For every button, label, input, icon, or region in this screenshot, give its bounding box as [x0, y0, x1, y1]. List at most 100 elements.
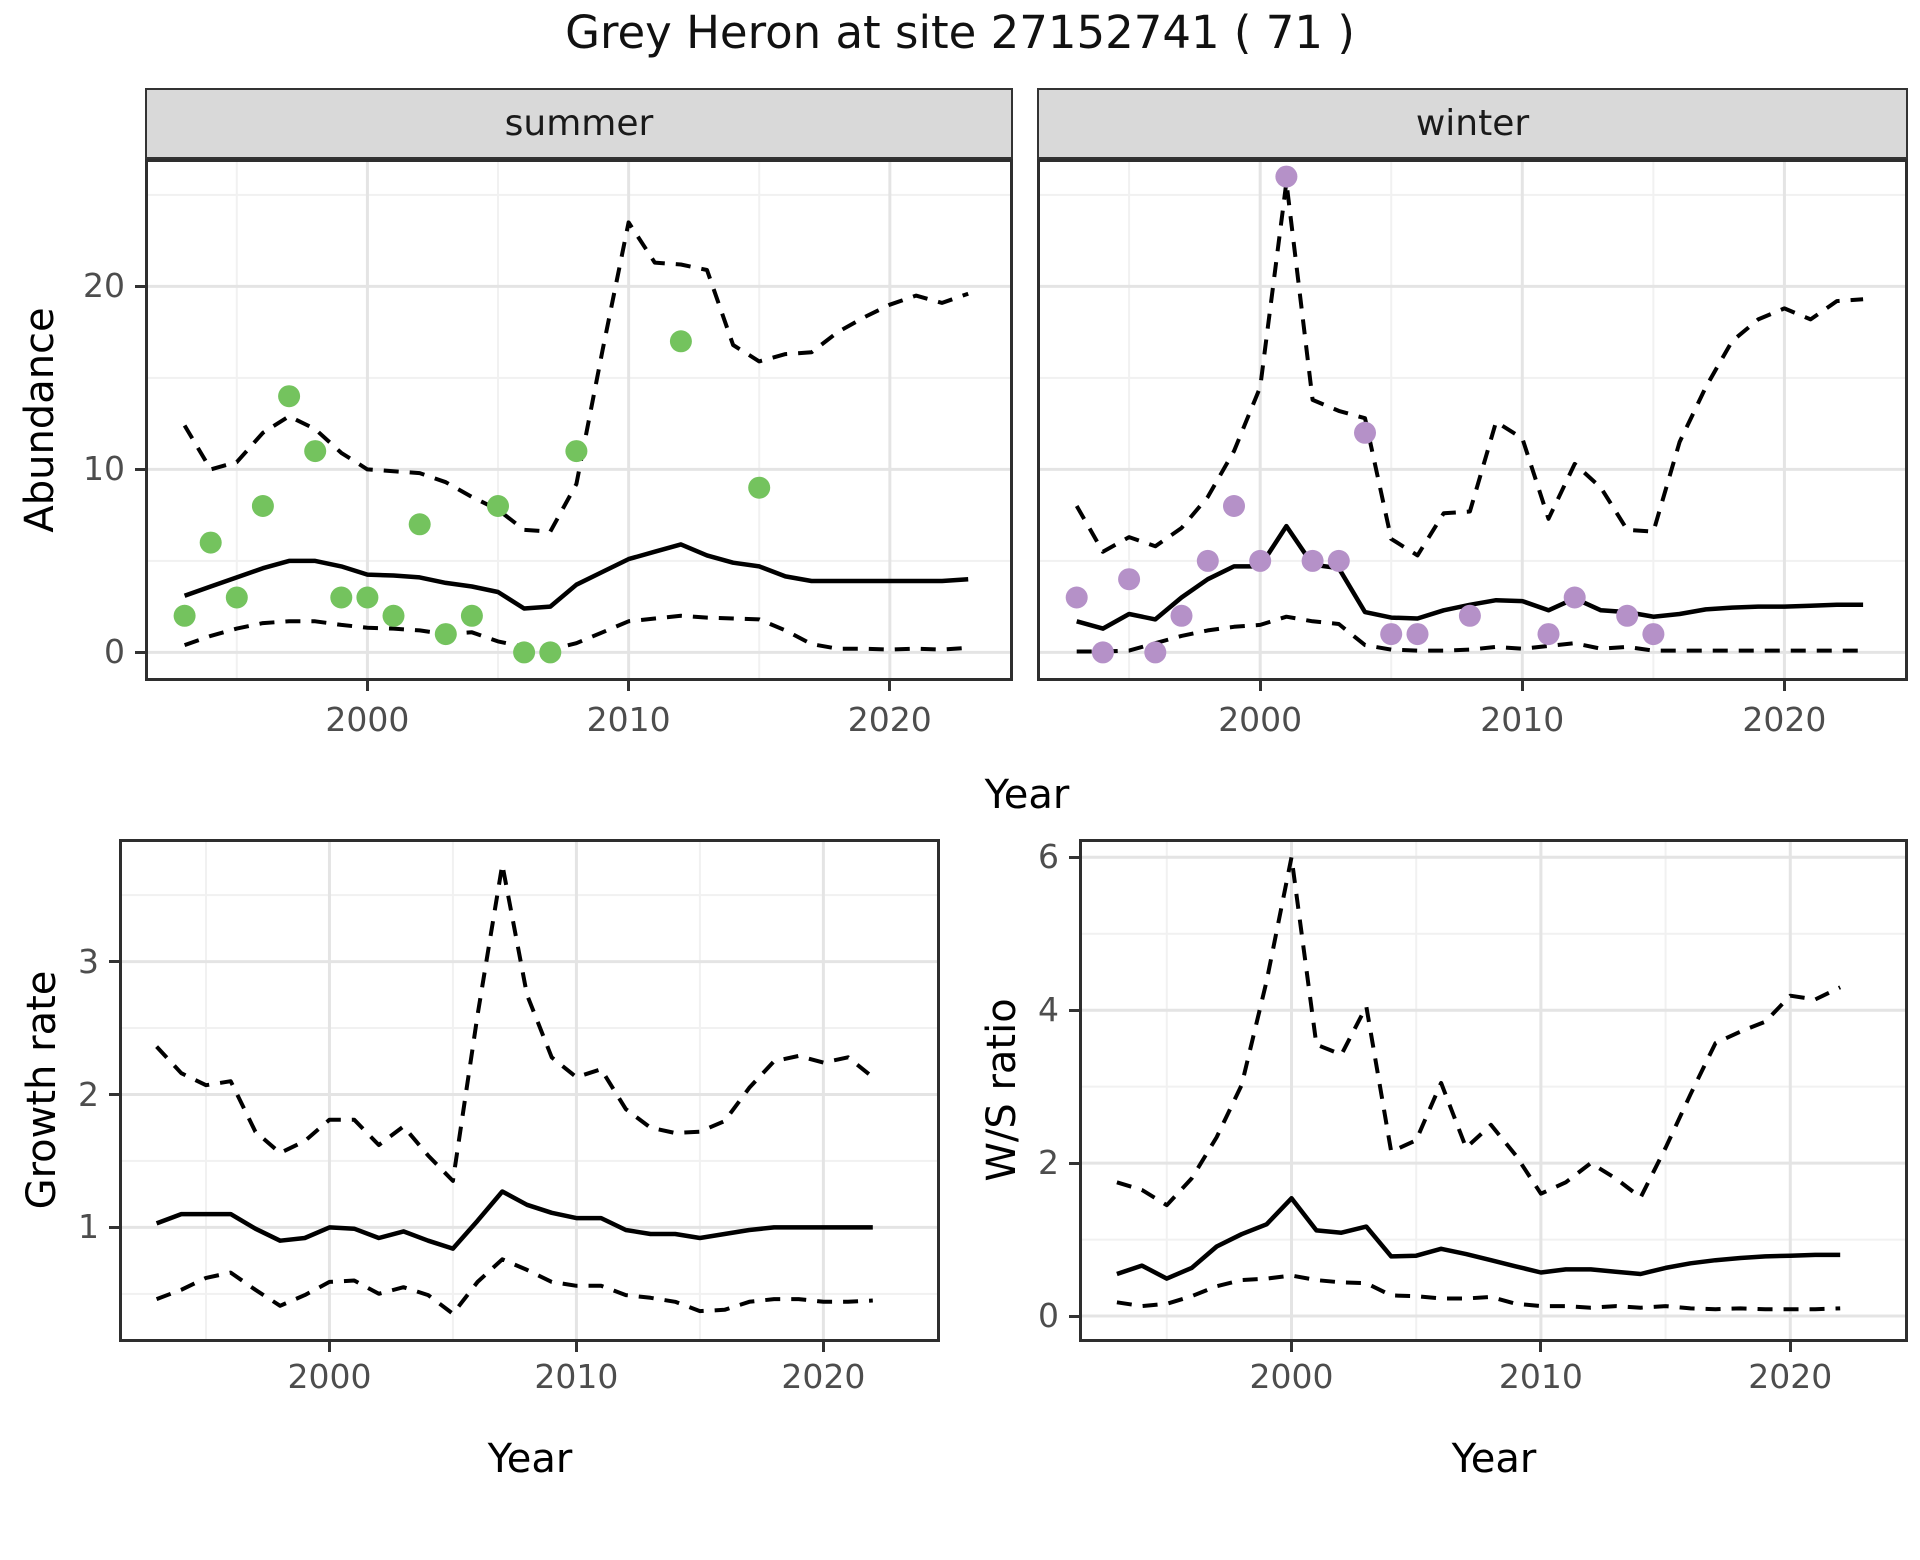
abundance-summer-data-point [565, 440, 588, 463]
abundance-winter-data-point [1301, 549, 1324, 572]
abundance-summer-data-point [513, 641, 536, 664]
abundance-summer-data-point [382, 604, 405, 627]
y-tick [135, 284, 145, 288]
x-tick-label: 2000 [287, 1357, 372, 1396]
abundance-summer-median-line [183, 542, 969, 611]
ws-ratio-upper-ci-line [1116, 855, 1842, 1208]
abundance-summer-data-point [487, 495, 509, 517]
x-tick-label: 2020 [1742, 700, 1827, 739]
abundance-winter-data-point [1275, 165, 1298, 188]
y-tick-label: 2 [78, 1074, 99, 1114]
x-tick-label: 2020 [847, 700, 932, 739]
abundance-summer-data-point [356, 586, 379, 609]
y-tick-label: 6 [1038, 837, 1059, 877]
abundance-winter-data-point [1327, 549, 1350, 572]
ws-ratio-lower-ci-line [1116, 1273, 1841, 1312]
abundance-winter-data-point [1616, 604, 1639, 627]
y-tick [109, 1225, 119, 1229]
y-tick [1069, 855, 1079, 859]
panel-ws-ratio [1079, 839, 1908, 1342]
x-tick [328, 1342, 331, 1352]
y-tick [109, 1093, 119, 1096]
growth-rate-median-line [155, 1189, 873, 1251]
x-tick [1788, 1342, 1792, 1352]
abundance-summer-data-point [408, 513, 431, 536]
abundance-summer-upper-ci-line [182, 220, 969, 534]
abundance-summer-data-point [434, 623, 457, 646]
x-tick-label: 2010 [1480, 700, 1565, 739]
x-tick-label: 2020 [781, 1357, 866, 1396]
x-tick-label: 2020 [1748, 1357, 1833, 1396]
growth-rate-upper-ci-line [155, 862, 875, 1183]
abundance-winter-upper-ci-line [1074, 180, 1864, 558]
abundance-summer-data-point [251, 495, 274, 517]
abundance-summer-lower-ci-line [183, 613, 969, 652]
abundance-winter-data-point [1642, 623, 1665, 646]
abundance-winter-data-point [1144, 641, 1167, 664]
panel-growth-rate [119, 839, 940, 1342]
x-tick-label: 2010 [1498, 1357, 1583, 1396]
x-tick-label: 2000 [325, 700, 410, 739]
abundance-winter-data-point [1065, 586, 1088, 609]
abundance-winter-data-point [1458, 604, 1481, 627]
abundance-summer-data-point [304, 440, 327, 463]
x-tick [1258, 681, 1262, 691]
y-tick [135, 650, 145, 654]
chart-canvas-growth-rate [122, 842, 937, 1339]
abundance-winter-data-point [1170, 604, 1193, 627]
abundance-winter-data-point [1380, 623, 1403, 646]
abundance-winter-data-point [1223, 495, 1245, 517]
facet-strip-summer-label: summer [504, 103, 654, 144]
abundance-winter-data-point [1563, 586, 1586, 609]
x-tick [1520, 681, 1524, 691]
panel-abundance-summer [145, 159, 1013, 681]
y-axis-title-abundance: Abundance [17, 307, 63, 533]
x-tick [888, 681, 892, 691]
x-tick-label: 2000 [1249, 1357, 1334, 1396]
abundance-winter-data-point [1196, 549, 1219, 572]
abundance-summer-data-point [278, 385, 301, 408]
abundance-summer-data-point [199, 531, 222, 554]
y-tick-label: 20 [83, 266, 125, 306]
facet-strip-winter: winter [1037, 88, 1908, 159]
facet-strip-summer: summer [145, 88, 1013, 159]
chart-canvas-ws-ratio [1082, 842, 1905, 1339]
abundance-summer-data-point [330, 586, 353, 609]
y-tick-label: 0 [104, 632, 125, 672]
abundance-summer-data-point [748, 476, 771, 499]
abundance-summer-data-point [460, 604, 483, 627]
y-tick-label: 1 [78, 1207, 99, 1247]
abundance-winter-data-point [1537, 623, 1560, 646]
x-tick [365, 681, 369, 691]
y-tick [109, 960, 119, 964]
y-tick [1069, 1008, 1079, 1012]
abundance-winter-data-point [1249, 549, 1272, 572]
ws-ratio-median-line [1116, 1196, 1841, 1281]
abundance-winter-data-point [1091, 641, 1114, 664]
x-tick-label: 2010 [586, 700, 671, 739]
x-axis-title-growth-rate: Year [487, 1436, 573, 1482]
y-tick-label: 2 [1038, 1143, 1059, 1183]
abundance-winter-data-point [1406, 623, 1429, 646]
abundance-summer-data-point [539, 641, 562, 664]
y-tick-label: 4 [1038, 990, 1059, 1030]
x-tick [574, 1342, 578, 1352]
x-tick [821, 1342, 825, 1352]
chart-canvas-abundance-winter [1040, 162, 1905, 678]
y-tick-label: 10 [83, 449, 125, 489]
y-tick-label: 3 [78, 941, 99, 981]
abundance-winter-data-point [1354, 421, 1376, 444]
abundance-winter-lower-ci-line [1076, 614, 1864, 654]
y-tick [1069, 1314, 1079, 1318]
x-tick [627, 681, 631, 691]
x-tick [1290, 1342, 1293, 1352]
abundance-summer-data-point [173, 604, 196, 627]
x-tick-label: 2000 [1218, 700, 1303, 739]
panel-abundance-winter [1037, 159, 1908, 681]
y-tick [1069, 1161, 1079, 1165]
abundance-winter-data-point [1118, 568, 1141, 591]
x-tick-label: 2010 [534, 1357, 619, 1396]
x-tick [1539, 1342, 1543, 1352]
growth-rate-lower-ci-line [155, 1257, 873, 1316]
